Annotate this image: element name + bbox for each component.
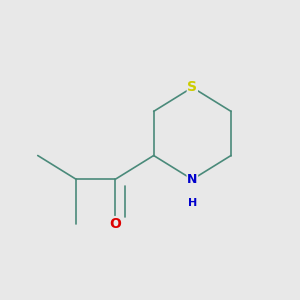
Text: H: H xyxy=(188,198,197,208)
Text: O: O xyxy=(109,217,121,231)
Text: S: S xyxy=(187,80,197,94)
Text: N: N xyxy=(187,173,197,186)
